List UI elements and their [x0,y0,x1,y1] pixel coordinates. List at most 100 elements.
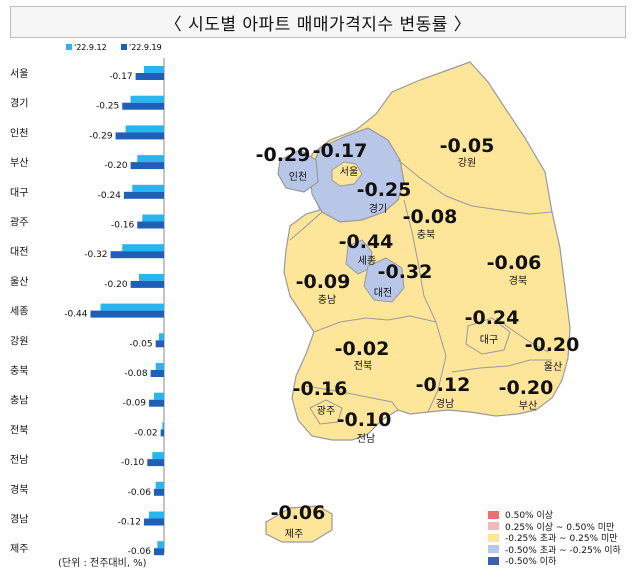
bar-value-label: -0.17 [109,72,132,82]
map-value-label: -0.17 [313,140,368,162]
bar-category-label: 세종 [10,306,28,318]
map-region-label: 서울 [340,166,358,178]
map-region-label: 제주 [285,528,303,540]
map-legend: 0.50% 이상 0.25% 이상 ~ 0.50% 미만 -0.25% 초과 ~… [488,509,621,567]
map-value-label: -0.20 [525,334,580,356]
map-value-label: -0.09 [296,271,351,293]
map-legend-row: -0.25% 초과 ~ 0.25% 미만 [488,532,621,544]
map-value-label: -0.05 [440,135,495,157]
bar-value-label: -0.09 [123,399,147,409]
map-legend-swatch [488,510,499,519]
bar-category-label: 강원 [10,335,28,347]
map-value-label: -0.29 [256,144,311,166]
bar-category-label: 충북 [10,365,28,377]
bar-prev-week [100,303,164,311]
bar-value-label: -0.20 [104,161,128,171]
bar-this-week [90,310,164,318]
bar-prev-week [138,273,164,281]
bar-category-label: 서울 [10,68,28,80]
map-value-label: -0.06 [487,252,542,274]
map-region-label: 부산 [519,400,537,412]
bar-category-label: 부산 [10,157,28,169]
bar-this-week [130,162,164,170]
map-region-label: 충남 [318,294,336,306]
map-legend-label: 0.50% 이상 [505,511,554,522]
bar-this-week [137,221,164,229]
bar-prev-week [162,422,164,430]
bar-chart: '22.9.12 '22.9.19 서울 -0.17 경기 -0.25 인천 -0.29 부… [10,43,165,557]
bar-value-label: -0.08 [124,369,148,379]
map-legend-swatch [488,545,499,554]
bar-category-label: 경기 [10,97,28,110]
bar-this-week [147,459,164,467]
map-region-seoul [331,161,363,187]
map-legend-label: 0.25% 이상 ~ 0.50% 미만 [505,522,615,533]
bar-value-label: -0.06 [128,547,152,557]
chart-title: 〈 시도별 아파트 매매가격지수 변동률 〉 [10,6,626,38]
legend-label-this: '22.9.19 [129,43,162,52]
bar-value-label: -0.02 [134,428,157,438]
map-region-label: 충북 [417,229,435,241]
map-region-label: 인천 [289,171,307,183]
bar-value-label: -0.44 [64,310,88,320]
bar-category-label: 대전 [10,246,28,258]
legend-label-prev: '22.9.12 [74,43,107,52]
map-legend-label: -0.50% 초과 ~ -0.25% 이하 [505,545,621,556]
bar-legend: '22.9.12 '22.9.19 [66,43,162,52]
bar-value-label: -0.12 [118,518,141,528]
map-value-label: -0.24 [465,307,520,329]
bar-prev-week [155,363,164,370]
bar-prev-week [132,184,164,192]
bar-category-label: 대구 [10,187,28,199]
bar-value-label: -0.16 [111,221,135,231]
map-region-label: 세종 [358,255,376,267]
bar-this-week [160,429,164,437]
map-legend-swatch [488,522,499,531]
bar-prev-week [155,481,164,489]
map-region-daejeon [363,257,405,303]
map-legend-row: 0.50% 이상 [488,509,621,521]
bar-this-week [130,280,164,288]
bar-this-week [143,518,164,526]
bar-category-label: 경남 [10,513,28,526]
map-legend-label: -0.50% 이하 [505,557,557,568]
map-region-label: 대전 [374,287,392,299]
bar-value-label: -0.10 [121,458,145,468]
bar-category-label: 광주 [10,217,28,229]
bar-value-label: -0.06 [128,488,152,498]
bar-prev-week [152,452,164,460]
map-boundaries [289,159,553,413]
bar-category-label: 제주 [10,543,28,555]
bar-this-week [153,488,164,496]
map-region-gwangju [309,399,343,425]
bar-prev-week [157,541,164,549]
map-value-label: -0.20 [499,377,554,399]
bar-prev-week [142,214,164,222]
bar-value-label: -0.25 [96,102,119,112]
bar-prev-week [125,125,164,133]
bar-this-week [135,73,164,80]
bar-this-week [155,340,164,348]
bar-this-week [148,399,164,407]
bar-value-label: -0.32 [84,250,107,260]
map-legend-row: -0.50% 이하 [488,555,621,567]
map-region-label: 전북 [354,360,372,372]
bar-this-week [110,251,164,259]
map-region-label: 경남 [436,397,454,410]
bar-category-label: 울산 [10,276,28,288]
bar-category-label: 충남 [10,395,28,407]
bar-this-week [153,548,164,556]
bar-value-label: -0.05 [129,339,152,349]
legend-swatch-this [121,44,127,50]
map-legend-swatch [488,533,499,542]
bar-prev-week [137,155,164,163]
map-region-daegu [465,317,511,355]
legend-swatch-prev [66,44,72,50]
map-legend-row: -0.50% 초과 ~ -0.25% 이하 [488,544,621,556]
map-region-label: 강원 [458,157,476,169]
bar-this-week [150,370,164,377]
map-legend-label: -0.25% 초과 ~ 0.25% 미만 [505,534,618,545]
bar-this-week [115,132,164,140]
bar-this-week [122,102,164,110]
